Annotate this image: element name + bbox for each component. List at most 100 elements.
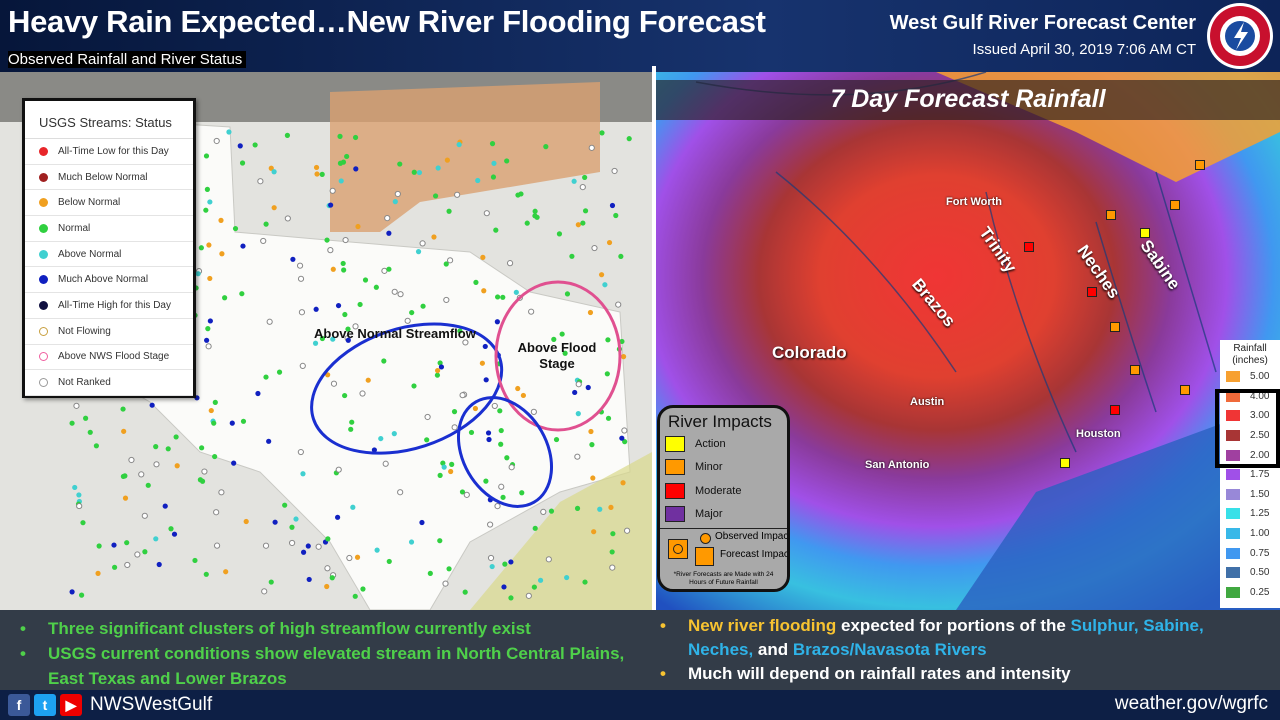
station-dot bbox=[330, 336, 336, 342]
station-dot bbox=[611, 167, 618, 175]
rain-value: 2.00 bbox=[1250, 449, 1270, 461]
legend-label: All-Time Low for this Day bbox=[58, 145, 169, 157]
station-dot bbox=[111, 542, 117, 548]
river-gauge-marker[interactable] bbox=[1180, 385, 1190, 395]
status-dot-icon bbox=[39, 300, 48, 310]
station-dot bbox=[337, 160, 344, 166]
facebook-icon[interactable]: f bbox=[8, 694, 30, 716]
station-dot bbox=[491, 160, 497, 166]
website-link[interactable]: weather.gov/wgrfc bbox=[1114, 693, 1268, 714]
station-dot bbox=[128, 456, 135, 464]
station-dot bbox=[451, 409, 458, 415]
station-dot bbox=[198, 245, 204, 251]
station-dot bbox=[243, 518, 249, 525]
station-dot bbox=[495, 294, 501, 300]
station-dot bbox=[571, 178, 577, 184]
station-dot bbox=[352, 593, 358, 599]
city-fort-worth: Fort Worth bbox=[946, 196, 1003, 208]
impacts-note: *River Forecasts are Made with 24 Hours … bbox=[673, 571, 774, 586]
rain-legend-item: 2.00 bbox=[1220, 445, 1280, 465]
station-dot bbox=[213, 137, 220, 145]
station-dot bbox=[382, 460, 389, 467]
station-dot bbox=[314, 171, 320, 177]
station-dot bbox=[348, 426, 354, 432]
river-gauge-marker[interactable] bbox=[1140, 228, 1150, 238]
station-dot bbox=[124, 540, 130, 546]
station-dot bbox=[386, 230, 392, 236]
station-dot bbox=[222, 295, 228, 301]
station-dot bbox=[618, 253, 624, 260]
station-dot bbox=[211, 420, 217, 426]
station-dot bbox=[262, 542, 270, 549]
legend-label: All-Time High for this Day bbox=[58, 299, 171, 311]
social-handle[interactable]: NWSWestGulf bbox=[90, 694, 213, 715]
rain-swatch bbox=[1226, 547, 1240, 559]
river-gauge-marker[interactable] bbox=[1130, 365, 1140, 375]
station-dot bbox=[481, 288, 487, 294]
station-dot bbox=[330, 380, 338, 387]
station-dot bbox=[386, 558, 392, 565]
station-dot bbox=[134, 551, 141, 558]
station-dot bbox=[201, 468, 208, 475]
station-dot bbox=[171, 531, 178, 537]
rain-legend-item: 0.50 bbox=[1220, 563, 1280, 583]
station-dot bbox=[96, 543, 102, 549]
station-dot bbox=[300, 471, 306, 477]
rain-value: 0.25 bbox=[1250, 586, 1270, 598]
impact-label: Minor bbox=[695, 461, 723, 474]
station-dot bbox=[240, 243, 246, 249]
legend-label: Above Normal bbox=[58, 248, 122, 260]
river-gauge-marker[interactable] bbox=[1106, 210, 1116, 220]
station-dot bbox=[416, 169, 423, 176]
station-dot bbox=[207, 318, 213, 324]
station-dot bbox=[239, 291, 245, 297]
legend-item: Above NWS Flood Stage bbox=[25, 345, 193, 371]
youtube-icon[interactable]: ▶ bbox=[60, 694, 82, 716]
station-dot bbox=[446, 208, 452, 214]
text: expected for portions of the bbox=[836, 616, 1071, 635]
nws-logo-icon bbox=[1207, 3, 1273, 69]
station-dot bbox=[424, 437, 430, 443]
station-dot bbox=[371, 447, 377, 453]
station-dot bbox=[83, 415, 89, 421]
river-gauge-marker[interactable] bbox=[1024, 242, 1034, 252]
station-dot bbox=[443, 261, 449, 267]
legend-item: Much Below Normal bbox=[25, 165, 193, 191]
station-dot bbox=[582, 579, 588, 585]
station-dot bbox=[532, 208, 538, 214]
station-dot bbox=[483, 478, 489, 484]
rain-swatch bbox=[1226, 430, 1240, 442]
river-gauge-marker[interactable] bbox=[1060, 458, 1070, 468]
river-gauge-marker[interactable] bbox=[1170, 200, 1180, 210]
station-dot bbox=[329, 575, 335, 581]
legend-item: Below Normal bbox=[25, 190, 193, 217]
impacts-title: River Impacts bbox=[668, 412, 772, 431]
station-dot bbox=[480, 254, 486, 260]
legend-item: Above Normal bbox=[25, 242, 193, 268]
station-dot bbox=[365, 377, 371, 383]
station-dot bbox=[362, 277, 369, 283]
station-dot bbox=[609, 549, 615, 555]
station-dot bbox=[497, 408, 503, 414]
station-dot bbox=[588, 144, 595, 151]
station-dot bbox=[504, 158, 510, 164]
river-gauge-marker[interactable] bbox=[1087, 287, 1097, 297]
city-austin: Austin bbox=[910, 396, 945, 408]
station-dot bbox=[446, 566, 452, 572]
station-dot bbox=[149, 402, 155, 408]
rainfall-legend: Rainfall (inches) 5.00 4.00 3.00 2.50 2.00 1.… bbox=[1220, 340, 1280, 608]
station-dot bbox=[473, 279, 479, 285]
station-dot bbox=[415, 249, 422, 255]
station-dot bbox=[384, 214, 391, 222]
station-dot bbox=[239, 160, 246, 166]
river-gauge-marker[interactable] bbox=[1110, 322, 1120, 332]
twitter-icon[interactable]: t bbox=[34, 694, 56, 716]
station-dot bbox=[345, 337, 351, 343]
station-dot bbox=[564, 574, 570, 581]
highlight-new-flooding: New river flooding bbox=[688, 616, 837, 635]
station-dot bbox=[203, 153, 210, 159]
river-gauge-marker[interactable] bbox=[1110, 405, 1120, 415]
river-gauge-marker[interactable] bbox=[1195, 160, 1205, 170]
legend-item: Much Above Normal bbox=[25, 267, 193, 294]
station-dot bbox=[205, 326, 211, 332]
